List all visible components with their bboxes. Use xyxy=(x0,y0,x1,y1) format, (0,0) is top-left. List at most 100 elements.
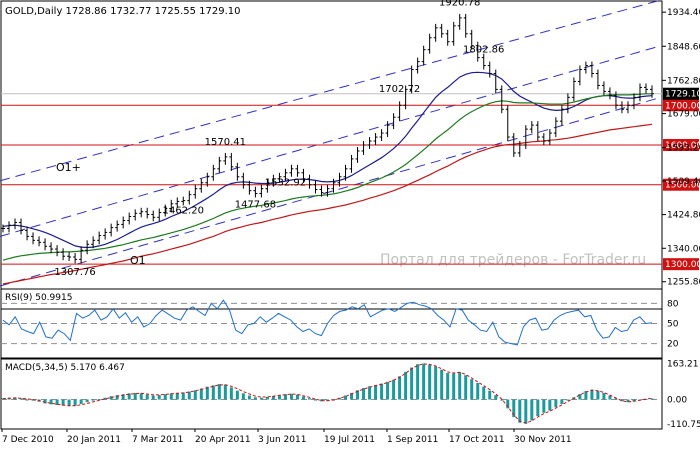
macd-bar xyxy=(464,375,468,400)
macd-bar xyxy=(422,363,426,400)
macd-bar xyxy=(632,399,636,402)
macd-bar xyxy=(500,399,504,401)
macd-bar xyxy=(602,392,606,400)
macd-bar xyxy=(175,392,179,400)
macd-bar xyxy=(67,399,71,407)
macd-bar xyxy=(386,381,390,400)
price-annotation: 1570.41 xyxy=(205,137,246,148)
macd-bar xyxy=(542,399,546,413)
macd-bar xyxy=(392,379,396,400)
macd-bar xyxy=(374,384,378,400)
macd-bar xyxy=(109,396,113,400)
macd-bar xyxy=(482,386,486,400)
macd-bar xyxy=(97,399,101,401)
price-tick-label: 1679.00 xyxy=(667,110,700,120)
macd-bar xyxy=(163,394,167,400)
time-tick-label: 3 Jun 2011 xyxy=(258,435,306,445)
macd-bar xyxy=(1,398,5,400)
level-tag xyxy=(663,178,699,191)
moving-average-line xyxy=(2,71,653,249)
macd-bar xyxy=(139,393,143,400)
macd-bar xyxy=(259,397,263,400)
macd-bar xyxy=(313,399,317,401)
macd-bar xyxy=(121,394,125,400)
price-annotation: 1802.86 xyxy=(463,44,504,55)
macd-bar xyxy=(380,383,384,400)
price-tick-label: 1762.80 xyxy=(667,76,700,86)
macd-bar xyxy=(85,399,89,403)
macd-tick-label: -110.751 xyxy=(667,420,700,430)
macd-bar xyxy=(518,399,522,423)
macd-bar xyxy=(127,393,131,400)
macd-bar xyxy=(235,390,239,400)
macd-bar xyxy=(55,399,59,406)
macd-bar xyxy=(151,395,155,400)
time-tick-label: 7 Dec 2010 xyxy=(2,435,54,445)
macd-bar xyxy=(566,399,570,401)
level-tag-label: 1600.00 xyxy=(665,141,700,151)
time-tick-label: 17 Oct 2011 xyxy=(449,435,505,445)
price-tick-label: 1934.40 xyxy=(667,8,700,18)
price-axis: 1934.40 1848.60 1762.80 1679.00 1593.20 1509.… xyxy=(662,8,700,288)
price-annotation: 1477.68 xyxy=(235,200,276,211)
channel-line xyxy=(0,96,662,287)
macd-bar xyxy=(488,390,492,400)
wave-label-o1plus: O1+ xyxy=(56,161,81,174)
macd-bar xyxy=(193,390,197,400)
macd-bar xyxy=(404,371,408,400)
macd-bar xyxy=(590,389,594,400)
level-tag xyxy=(663,258,699,271)
macd-bar xyxy=(458,371,462,400)
rsi-line xyxy=(2,299,653,346)
macd-bar xyxy=(103,397,107,400)
macd-bar xyxy=(620,399,624,402)
time-tick-label: 19 Jul 2011 xyxy=(324,435,375,445)
rsi-label: RSI(9) 50.9915 xyxy=(5,293,72,303)
macd-bar xyxy=(283,394,287,400)
macd-tick-label: 163.21 xyxy=(667,359,699,369)
macd-bar xyxy=(79,399,83,404)
macd-bar xyxy=(452,373,456,400)
macd-bar xyxy=(524,399,528,424)
macd-bar xyxy=(199,388,203,400)
current-price-tag xyxy=(663,87,699,100)
macd-bar xyxy=(133,392,137,400)
rsi-tick-label: 20 xyxy=(667,340,679,350)
price-annotation: 1702.72 xyxy=(379,84,420,95)
macd-bar xyxy=(289,393,293,400)
time-tick-label: 20 Apr 2011 xyxy=(195,435,251,445)
macd-bar xyxy=(229,387,233,400)
time-tick-label: 20 Jan 2011 xyxy=(67,435,121,445)
price-tick-label: 1340.00 xyxy=(667,244,700,254)
price-tick-label: 1424.80 xyxy=(667,211,700,221)
rsi-axis: 80 50 20 xyxy=(667,299,679,349)
macd-bar xyxy=(440,369,444,400)
macd-bar xyxy=(223,384,227,400)
level-tag-label: 1500.00 xyxy=(665,181,700,191)
macd-tick-label: 0.00 xyxy=(667,396,687,406)
channel-line xyxy=(0,45,662,237)
price-annotations: 1920.78 1802.86 1702.72 1570.41 1462.20 1477.… xyxy=(54,0,504,278)
macd-bar xyxy=(554,399,558,408)
price-tick-label: 1255.80 xyxy=(667,278,700,288)
level-tag-label: 1300.00 xyxy=(665,260,700,270)
macd-bar xyxy=(608,395,612,400)
macd-bar xyxy=(73,399,77,406)
macd-bar xyxy=(295,394,299,400)
macd-bar xyxy=(49,399,53,405)
macd-bar xyxy=(584,391,588,400)
rsi-series-line xyxy=(2,299,653,346)
macd-bar xyxy=(506,399,510,409)
macd-bar xyxy=(344,395,348,400)
macd-axis: 163.21 0.00 -110.751 xyxy=(667,359,700,429)
macd-bar xyxy=(578,394,582,400)
main-pane-frame xyxy=(0,0,663,310)
macd-bar xyxy=(157,395,161,400)
level-tag xyxy=(663,139,699,151)
watermark: Портал для трейдеров - ForTrader.ru xyxy=(380,252,646,268)
wave-label-o1: O1 xyxy=(130,254,146,267)
macd-bar xyxy=(650,398,654,400)
level-tag-label: 1700.00 xyxy=(665,101,700,111)
macd-bar xyxy=(253,397,257,400)
